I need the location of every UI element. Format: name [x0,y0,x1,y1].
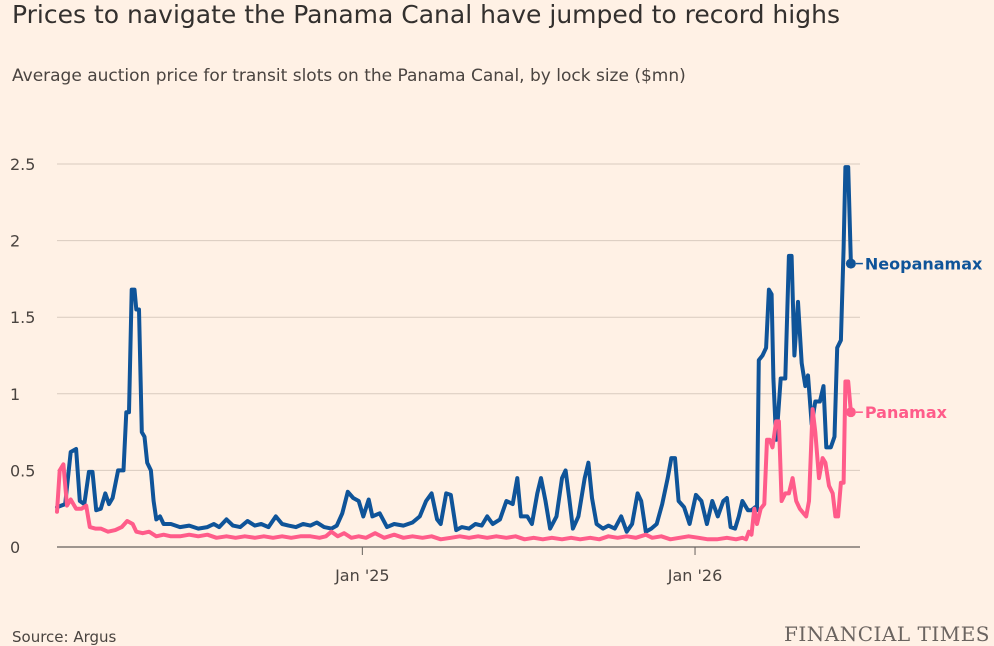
series-label-panamax: Panamax [865,403,948,422]
x-axis-ticks: Jan '25 Jan '26 [334,547,722,585]
y-tick-label: 0.5 [10,461,35,480]
x-tick-label: Jan '25 [334,566,390,585]
series-line-panamax [55,379,853,542]
series-endpoint-panamax [845,407,856,418]
brand-logo: FINANCIAL TIMES [783,622,990,646]
x-tick-label: Jan '26 [667,566,723,585]
chart-subtitle: Average auction price for transit slots … [12,66,686,86]
source-note: Source: Argus [12,628,117,646]
series-lines [55,165,853,542]
series-line-neopanamax [55,165,853,534]
y-tick-label: 2 [10,232,20,251]
chart-title: Prices to navigate the Panama Canal have… [12,0,840,29]
y-tick-label: 1 [10,385,20,404]
y-tick-label: 1.5 [10,308,35,327]
y-axis-ticks: 0 0.5 1 1.5 2 2.5 [10,155,35,557]
y-tick-label: 2.5 [10,155,35,174]
gridlines [57,163,860,548]
y-tick-label: 0 [10,538,20,557]
series-endpoint-neopanamax [845,258,856,269]
series-label-neopanamax: Neopanamax [865,255,983,274]
series-end-labels: Neopanamax Panamax [845,255,983,422]
